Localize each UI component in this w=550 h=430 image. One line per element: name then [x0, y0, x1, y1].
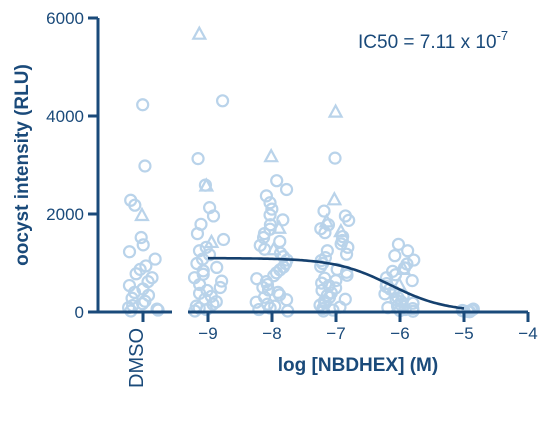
- data-point-circle: [401, 244, 415, 258]
- data-point-circle: [190, 227, 205, 241]
- y-ticks: 0 2000 4000 6000: [46, 9, 98, 322]
- data-point-triangle: [134, 206, 150, 222]
- data-point-circle: [191, 152, 205, 166]
- data-point-triangle: [327, 103, 344, 118]
- x-axis-title: log [NBDHEX] (M): [278, 355, 438, 376]
- data-point-circle: [315, 276, 329, 290]
- data-point-circle: [134, 230, 148, 245]
- data-point-circle: [138, 294, 152, 308]
- data-point-circle: [263, 218, 278, 232]
- data-point-circle: [340, 268, 354, 282]
- x-tick-label: −7: [326, 324, 345, 343]
- x-tick-label: −6: [390, 324, 409, 343]
- data-point-circle: [213, 280, 227, 295]
- data-point-triangle: [271, 219, 288, 234]
- data-point-triangle: [263, 147, 280, 163]
- data-point-circle: [216, 232, 231, 247]
- data-point-circle: [122, 245, 137, 259]
- x-tick-label: −5: [454, 324, 473, 343]
- data-point-circle: [128, 198, 142, 212]
- data-point-circle: [398, 302, 412, 317]
- data-point-circle: [210, 260, 224, 275]
- data-point-circle: [151, 303, 165, 317]
- data-point-circle: [378, 287, 392, 301]
- points-layer: [122, 25, 480, 319]
- data-point-triangle: [333, 222, 349, 238]
- y-tick-label: 0: [75, 303, 84, 322]
- ic50-annotation: IC50 = 7.11 x 10-7: [358, 28, 508, 53]
- data-point-circle: [342, 213, 356, 227]
- y-tick-label: 4000: [46, 107, 84, 126]
- data-point-circle: [259, 189, 273, 203]
- data-point-circle: [338, 292, 352, 306]
- data-point-circle: [326, 303, 340, 317]
- x-tick-label: −9: [198, 324, 217, 343]
- data-point-triangle: [198, 177, 215, 192]
- data-point-circle: [270, 174, 284, 188]
- data-point-circle: [269, 266, 284, 280]
- data-point-circle: [145, 271, 159, 285]
- ic50-exponent: -7: [497, 28, 509, 43]
- data-point-circle: [339, 247, 354, 261]
- data-point-circle: [263, 196, 277, 210]
- data-point-triangle: [318, 213, 335, 228]
- data-point-circle: [190, 256, 204, 271]
- data-point-circle: [407, 253, 421, 267]
- x-ticks: −9 −8 −7 −6 −5 −4: [141, 312, 538, 343]
- data-point-circle: [138, 159, 152, 173]
- data-point-circle: [215, 274, 229, 288]
- data-point-circle: [405, 274, 419, 288]
- ic50-text: IC50 = 7.11 x 10: [358, 32, 497, 53]
- data-point-circle: [136, 98, 150, 112]
- dmso-label: DMSO: [126, 328, 148, 388]
- data-point-circle: [334, 237, 348, 251]
- y-tick-label: 2000: [46, 205, 84, 224]
- data-point-circle: [276, 213, 290, 227]
- data-point-circle: [249, 295, 263, 309]
- data-point-circle: [252, 302, 266, 317]
- x-tick-label: −8: [262, 324, 281, 343]
- data-point-circle: [341, 240, 355, 254]
- data-point-circle: [317, 204, 331, 218]
- x-tick-label: −4: [518, 324, 537, 343]
- data-point-circle: [279, 182, 294, 197]
- data-point-triangle: [191, 25, 208, 40]
- data-point-triangle: [203, 233, 220, 249]
- data-point-circle: [391, 237, 406, 251]
- y-tick-label: 6000: [46, 9, 84, 28]
- data-point-circle: [388, 249, 402, 263]
- data-point-circle: [265, 202, 279, 216]
- data-point-circle: [206, 209, 221, 223]
- data-point-circle: [127, 285, 142, 299]
- data-point-circle: [320, 244, 334, 258]
- data-point-triangle: [265, 240, 282, 256]
- data-point-circle: [215, 94, 230, 108]
- data-point-circle: [263, 208, 277, 222]
- y-axis-title: oocyst intensity (RLU): [12, 64, 33, 266]
- data-point-circle: [129, 267, 143, 281]
- data-point-triangle: [326, 191, 343, 206]
- data-point-triangle: [395, 260, 412, 275]
- fit-curve: [208, 256, 465, 310]
- data-point-circle: [328, 151, 342, 165]
- data-point-circle: [148, 252, 162, 266]
- data-point-circle: [406, 296, 420, 310]
- data-point-circle: [136, 238, 150, 252]
